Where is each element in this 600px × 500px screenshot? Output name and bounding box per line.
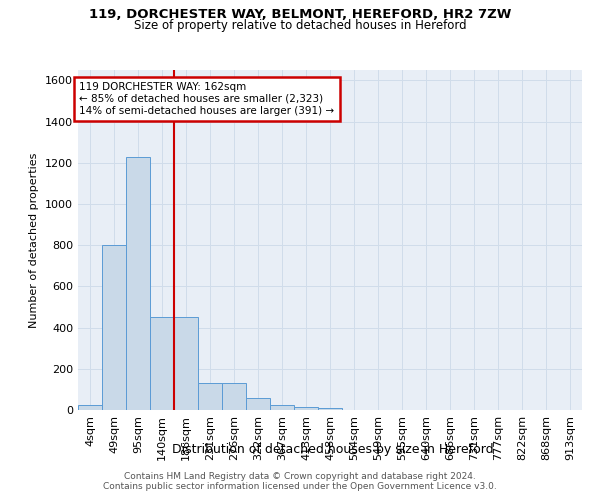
Bar	[78, 405, 102, 410]
Bar	[222, 383, 246, 410]
Bar	[246, 398, 270, 410]
Bar	[150, 318, 174, 410]
Text: Contains public sector information licensed under the Open Government Licence v3: Contains public sector information licen…	[103, 482, 497, 491]
Text: 119, DORCHESTER WAY, BELMONT, HEREFORD, HR2 7ZW: 119, DORCHESTER WAY, BELMONT, HEREFORD, …	[89, 8, 511, 20]
Bar	[270, 405, 294, 410]
Bar	[318, 408, 342, 410]
Text: Size of property relative to detached houses in Hereford: Size of property relative to detached ho…	[134, 18, 466, 32]
Bar	[102, 245, 126, 410]
Bar	[126, 156, 150, 410]
Text: 119 DORCHESTER WAY: 162sqm
← 85% of detached houses are smaller (2,323)
14% of s: 119 DORCHESTER WAY: 162sqm ← 85% of deta…	[79, 82, 334, 116]
Text: Contains HM Land Registry data © Crown copyright and database right 2024.: Contains HM Land Registry data © Crown c…	[124, 472, 476, 481]
Bar	[294, 407, 318, 410]
Bar	[198, 383, 222, 410]
Bar	[174, 318, 198, 410]
Text: Distribution of detached houses by size in Hereford: Distribution of detached houses by size …	[172, 442, 494, 456]
Y-axis label: Number of detached properties: Number of detached properties	[29, 152, 40, 328]
